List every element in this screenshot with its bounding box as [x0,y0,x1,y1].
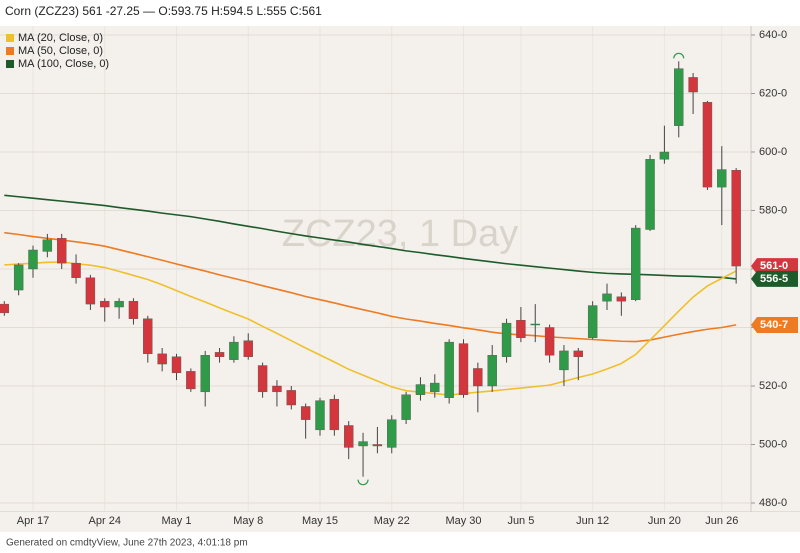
candle-body [358,441,368,447]
x-tick-label: Jun 26 [705,515,738,527]
candle-body [315,400,325,431]
chart-title: Corn (ZCZ23) 561 -27.25 — O:593.75 H:594… [5,4,322,18]
candle-body [430,382,440,393]
y-tick-label: 520-0 [759,380,787,392]
y-tick-label: 600-0 [759,146,787,158]
candle-body [415,384,426,395]
x-tick-label: May 22 [374,515,410,527]
candle-body [659,151,670,160]
candle-body [100,300,110,308]
candle-body [286,390,296,406]
footer: Generated on cmdtyView, June 27th 2023, … [6,538,248,549]
candle-body [487,355,497,387]
candle-body [0,303,9,314]
candle-body [444,341,454,398]
candle-body [717,169,727,188]
candle-body [28,249,38,270]
price-tag-label: 556-5 [760,273,788,285]
candle-body [272,385,282,393]
x-tick-label: May 1 [162,515,192,527]
candle-body [602,293,612,302]
x-tick-label: Jun 12 [576,515,609,527]
candle-body [516,319,526,338]
candle-body [214,352,225,357]
candle-body [731,170,741,267]
y-tick-label: 640-0 [759,29,787,41]
candle-body [200,355,210,393]
candle-body [114,300,124,308]
x-tick-label: May 15 [302,515,338,527]
candle-body [573,350,583,357]
candle-body [559,350,569,371]
candle-body [544,327,555,356]
candle-body [401,394,411,420]
candle-body [57,238,67,264]
x-tick-label: May 8 [233,515,263,527]
price-tag-label: 561-0 [760,260,788,272]
ma-line [4,231,737,343]
candle-body [300,406,311,420]
legend-label: MA (50, Close, 0) [18,45,103,57]
legend-swatch [6,47,14,55]
ma-line [4,194,737,280]
candle-body [501,322,512,357]
legend-swatch [6,34,14,42]
candle-body [688,77,698,93]
candle-body [344,425,354,448]
candle-body [85,277,96,305]
ma-line [4,261,737,396]
candle-body [674,68,684,126]
y-tick-label: 620-0 [759,87,787,99]
low-marker [357,479,369,486]
price-tag [751,316,798,333]
x-axis-area [0,512,800,532]
candle-body [243,340,253,357]
candle-body [143,318,153,355]
candle-body [631,227,641,300]
candle-body [229,341,239,360]
candle-body [42,239,53,252]
candle-body [71,262,81,278]
x-tick-label: Jun 20 [648,515,681,527]
x-tick-label: May 30 [445,515,481,527]
candle-body [645,159,655,230]
high-marker [673,52,685,59]
candle-body [473,368,483,387]
y-tick-label: 500-0 [759,438,787,450]
candle-body [587,305,598,338]
candle-body [13,264,24,291]
candle-body [616,296,627,302]
legend-label: MA (100, Close, 0) [18,58,109,70]
candle-body [372,444,383,447]
x-tick-label: Apr 17 [17,515,49,527]
x-tick-label: Jun 5 [507,515,534,527]
legend-label: MA (20, Close, 0) [18,32,103,44]
candle-body [387,419,397,448]
candle-body [702,102,713,188]
candle-body [530,323,540,326]
y-tick-label: 480-0 [759,497,787,509]
price-tag [751,258,798,275]
price-tag [751,270,798,287]
x-tick-label: Apr 24 [89,515,121,527]
y-tick-label: 580-0 [759,204,787,216]
candle-body [329,398,340,431]
candle-body [157,353,167,365]
candle-body [186,371,196,390]
watermark: ZCZ23, 1 Day [282,213,519,255]
candle-body [458,343,469,395]
price-tag-label: 540-7 [760,319,788,331]
candle-body [257,365,268,393]
legend-swatch [6,60,14,68]
candle-body [128,300,139,319]
candle-body [171,356,182,374]
